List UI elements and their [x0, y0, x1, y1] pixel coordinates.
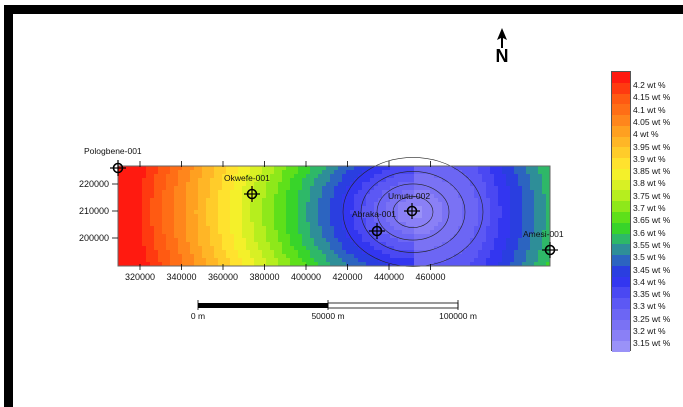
legend-label: 3.9 wt %	[633, 153, 666, 164]
legend-label: 3.35 wt %	[633, 289, 671, 300]
north-arrow: N	[489, 26, 519, 66]
legend-swatch	[612, 93, 630, 105]
legend-swatch	[612, 179, 630, 191]
well-marker	[369, 223, 385, 239]
legend-label: 3.85 wt %	[633, 166, 671, 177]
x-tick-label: 320000	[125, 272, 155, 282]
legend-swatch	[612, 190, 630, 202]
legend-swatch	[612, 233, 630, 245]
legend-label: 3.8 wt %	[633, 178, 666, 189]
top-border	[4, 5, 683, 14]
x-tick-label: 460000	[415, 272, 445, 282]
legend-label: 3.6 wt %	[633, 227, 666, 238]
legend-swatch	[612, 115, 630, 127]
legend-swatch	[612, 319, 630, 331]
x-tick-label: 340000	[166, 272, 196, 282]
scale-bar: 0 m 50000 m 100000 m	[191, 300, 477, 321]
legend-swatch	[612, 125, 630, 138]
left-border	[4, 5, 13, 407]
well-label: Umutu-002	[388, 191, 430, 201]
legend-swatch	[612, 298, 630, 310]
legend-label: 4.05 wt %	[633, 116, 671, 127]
scale-bar-black-segment	[198, 303, 328, 308]
well-label: Abraka-001	[352, 209, 396, 219]
scale-label-0: 0 m	[191, 311, 205, 321]
legend-label: 3.4 wt %	[633, 276, 666, 287]
north-label: N	[496, 46, 509, 66]
legend-swatch	[612, 341, 630, 353]
legend-label: 3.25 wt %	[633, 313, 671, 324]
contour-line	[392, 196, 434, 228]
legend-swatch	[612, 287, 630, 299]
well-marker	[404, 203, 420, 219]
x-tick-label: 420000	[332, 272, 362, 282]
x-tick-label: 440000	[374, 272, 404, 282]
x-tick-label: 400000	[291, 272, 321, 282]
legend-swatch	[612, 265, 630, 278]
legend-label: 3.95 wt %	[633, 141, 671, 152]
well-marker	[542, 242, 558, 258]
legend-swatch	[612, 104, 630, 116]
legend-label: 3.5 wt %	[633, 252, 666, 263]
well-label: Amesi-001	[523, 229, 564, 239]
contour-lines	[342, 157, 484, 267]
legend-label: 4 wt %	[633, 129, 659, 140]
contour-bands	[118, 166, 551, 267]
scale-label-100000: 100000 m	[439, 311, 477, 321]
legend-label: 3.2 wt %	[633, 326, 666, 336]
legend-label: 3.55 wt %	[633, 239, 671, 250]
scale-bar-white-segment	[327, 302, 459, 309]
legend-label: 4.1 wt %	[633, 104, 666, 115]
x-axis: 320000 340000 360000 380000 400000 420000 4400…	[125, 161, 446, 282]
legend-swatch	[612, 72, 630, 84]
legend-swatch	[612, 82, 630, 95]
legend-swatch	[612, 136, 630, 148]
legend-label: 3.65 wt %	[633, 215, 671, 226]
x-tick-label: 380000	[249, 272, 279, 282]
legend-swatch	[612, 255, 630, 267]
legend-swatch	[612, 308, 630, 321]
y-tick-label: 220000	[79, 179, 109, 189]
legend-swatch	[612, 201, 630, 213]
well-label: Pologbene-001	[84, 146, 142, 156]
legend-swatch	[612, 244, 630, 256]
legend-swatch	[612, 222, 630, 235]
contour-line	[376, 183, 450, 241]
legend-swatch	[612, 212, 630, 224]
map-extent-border	[117, 165, 551, 267]
legend-swatch	[612, 168, 630, 181]
well-label: Okwefe-001	[224, 173, 270, 183]
legend-label: 4.15 wt %	[633, 92, 671, 103]
legend-label: 3.45 wt %	[633, 264, 671, 275]
well-marker	[110, 160, 126, 176]
legend-swatch	[612, 330, 630, 342]
legend-swatch	[612, 276, 630, 288]
north-arrow-icon: N	[496, 28, 509, 66]
legend-label: 4.2 wt %	[633, 80, 666, 90]
legend-label: 3.7 wt %	[633, 203, 666, 213]
scale-label-50000: 50000 m	[311, 311, 344, 321]
legend-label: 3.75 wt %	[633, 190, 671, 201]
contour-line	[342, 157, 484, 267]
well-marker	[244, 186, 260, 202]
y-tick-label: 200000	[79, 233, 109, 243]
legend-label: 3.15 wt %	[633, 338, 671, 349]
contour-line	[360, 171, 466, 253]
x-tick-label: 360000	[208, 272, 238, 282]
y-axis: 220000 210000 200000	[79, 179, 118, 243]
y-tick-label: 210000	[79, 206, 109, 216]
legend-swatch	[612, 158, 630, 170]
wells: Pologbene-001 Okwefe-001 Umutu-002 Abraka-0…	[84, 146, 564, 258]
legend-color-bar	[611, 71, 631, 353]
legend-swatch	[612, 147, 630, 159]
legend-label: 3.3 wt %	[633, 301, 666, 312]
